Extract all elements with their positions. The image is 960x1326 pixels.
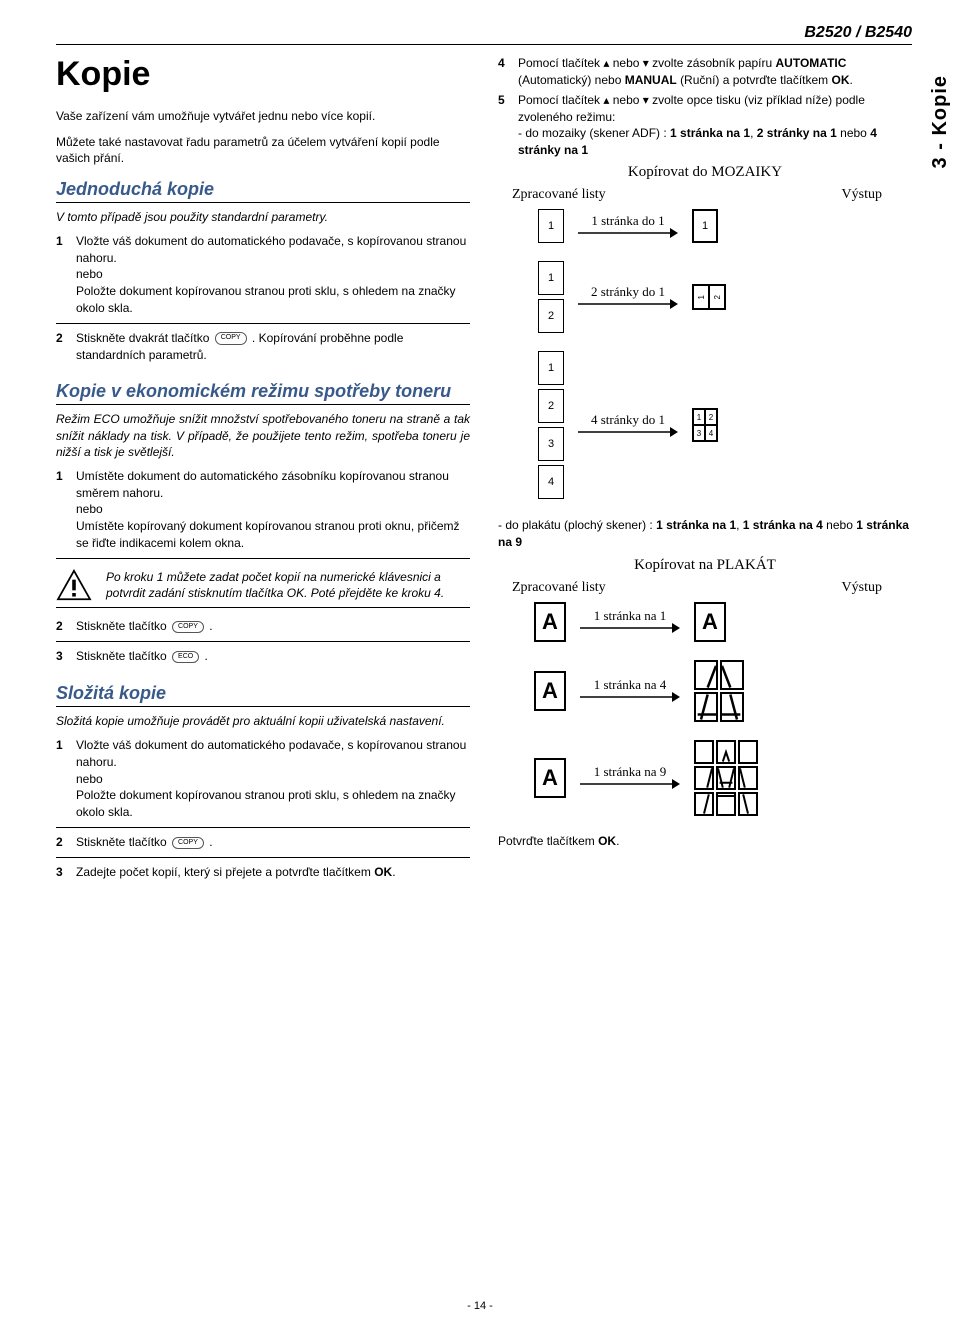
- copy-button-icon: COPY: [172, 837, 204, 849]
- header-model: B2520 / B2540: [56, 24, 912, 45]
- poster-row-2: A 1 stránka na 4: [498, 660, 912, 722]
- poster-headers: Zpracované listy Výstup: [498, 580, 912, 596]
- eco-note: Po kroku 1 můžete zadat počet kopií na n…: [56, 569, 470, 608]
- poster-title: Kopírovat na PLAKÁT: [498, 557, 912, 574]
- intro-p1: Vaše zařízení vám umožňuje vytvářet jedn…: [56, 108, 470, 124]
- section-eco-title: Kopie v ekonomickém režimu spotřeby tone…: [56, 381, 470, 405]
- intro-p2: Můžete také nastavovat řadu parametrů za…: [56, 134, 470, 166]
- poster-row-1: A 1 stránka na 1 A: [498, 602, 912, 642]
- right-step-4: 4 Pomocí tlačítek ▴ nebo ▾ zvolte zásobn…: [498, 55, 912, 88]
- section-eco-lead: Režim ECO umožňuje snížit množství spotř…: [56, 411, 470, 460]
- eco-button-icon: ECO: [172, 651, 199, 663]
- simple-step-2: 2 Stiskněte dvakrát tlačítko COPY . Kopí…: [56, 330, 470, 370]
- arrow-icon: [578, 297, 678, 311]
- section-complex-lead: Složitá kopie umožňuje provádět pro aktu…: [56, 713, 470, 729]
- section-complex-title: Složitá kopie: [56, 683, 470, 707]
- section-simple-lead: V tomto případě jsou použity standardní …: [56, 209, 470, 225]
- arrow-icon: [580, 690, 680, 704]
- arrow-icon: [578, 226, 678, 240]
- complex-step-2: 2 Stiskněte tlačítko COPY .: [56, 834, 470, 858]
- mosaic-row-3: 1 2 3 4 4 stránky do 1 12 34: [498, 351, 912, 499]
- arrow-icon: [578, 425, 678, 439]
- eco-step-3: 3 Stiskněte tlačítko ECO .: [56, 648, 470, 671]
- confirm-line: Potvrďte tlačítkem OK.: [498, 834, 912, 848]
- mosaic-headers: Zpracované listy Výstup: [498, 187, 912, 203]
- copy-button-icon: COPY: [215, 332, 247, 344]
- poster-intro: - do plakátu (plochý skener) : 1 stránka…: [498, 517, 912, 551]
- page-number: - 14 -: [0, 1300, 960, 1312]
- mosaic-row-1: 1 1 stránka do 1 1: [498, 209, 912, 243]
- arrow-icon: [580, 777, 680, 791]
- section-simple-title: Jednoduchá kopie: [56, 179, 470, 203]
- complex-step-3: 3 Zadejte počet kopií, který si přejete …: [56, 864, 470, 887]
- arrow-icon: [580, 621, 680, 635]
- mosaic-row-2: 1 2 2 stránky do 1 1 2: [498, 261, 912, 333]
- right-step-5: 5 Pomocí tlačítek ▴ nebo ▾ zvolte opce t…: [498, 92, 912, 158]
- mosaic-title: Kopírovat do MOZAIKY: [498, 164, 912, 181]
- warning-icon: [56, 569, 92, 601]
- right-column: 3 - Kopie 4 Pomocí tlačítek ▴ nebo ▾ zvo…: [498, 55, 912, 897]
- poster-row-3: A 1 stránka na 9: [498, 740, 912, 816]
- eco-step-2: 2 Stiskněte tlačítko COPY .: [56, 618, 470, 642]
- simple-step-1: 1 Vložte váš dokument do automatického p…: [56, 233, 470, 324]
- eco-step-1: 1 Umístěte dokument do automatického zás…: [56, 468, 470, 559]
- chapter-title: Kopie: [56, 55, 470, 94]
- copy-button-icon: COPY: [172, 621, 204, 633]
- left-column: Kopie Vaše zařízení vám umožňuje vytváře…: [56, 55, 470, 897]
- side-tab: 3 - Kopie: [929, 75, 952, 168]
- complex-step-1: 1 Vložte váš dokument do automatického p…: [56, 737, 470, 828]
